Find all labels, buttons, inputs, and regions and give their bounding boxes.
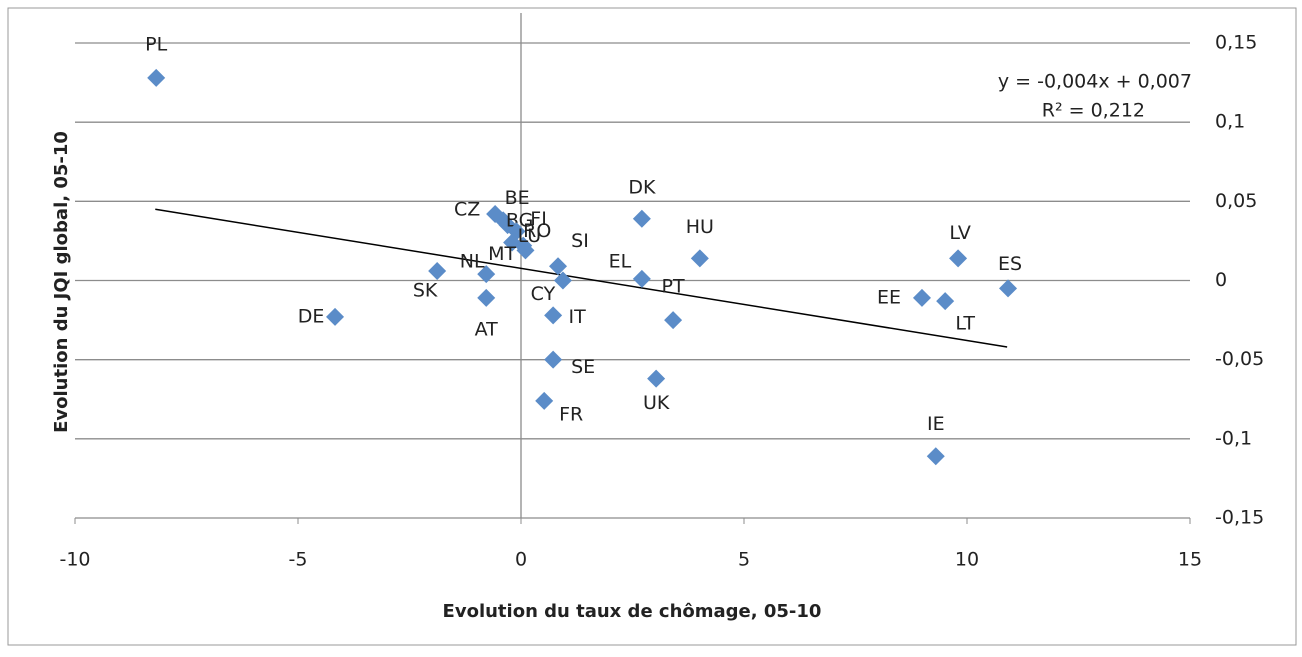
point-label: FI	[530, 208, 547, 230]
point	[477, 265, 496, 284]
point-label: NL	[460, 251, 485, 273]
point-label: SE	[571, 356, 595, 378]
point-label: EE	[877, 286, 901, 308]
point-label: SK	[413, 280, 438, 302]
point	[516, 241, 535, 260]
point-label: CZ	[454, 199, 480, 221]
x-tick-label: 5	[738, 549, 750, 571]
trend-equation: y = -0,004x + 0,007	[998, 71, 1192, 93]
point	[477, 288, 496, 307]
point	[632, 209, 651, 228]
point	[553, 271, 572, 290]
point	[544, 306, 563, 325]
point	[936, 292, 955, 311]
y-tick-label: -0,05	[1215, 348, 1264, 370]
point-label: UK	[643, 392, 670, 414]
point-label: ES	[998, 253, 1022, 275]
point-label: DK	[628, 176, 656, 198]
point-label: BG	[506, 210, 533, 232]
point-label: BE	[505, 187, 530, 209]
r-squared: R² = 0,212	[1042, 100, 1145, 122]
point-label: DE	[298, 305, 325, 327]
point	[147, 68, 166, 87]
point	[949, 249, 968, 268]
y-tick-label: 0,05	[1215, 190, 1257, 212]
point	[690, 249, 709, 268]
point	[503, 233, 522, 252]
point	[912, 288, 931, 307]
y-tick-label: -0,1	[1215, 427, 1252, 449]
point-label: FR	[559, 403, 583, 425]
point-label: LU	[518, 225, 542, 247]
point-label: AT	[475, 318, 499, 340]
point	[544, 350, 563, 369]
point	[647, 369, 666, 388]
point-label: PL	[145, 33, 167, 55]
point-label: PT	[662, 276, 685, 298]
point-label: IE	[927, 413, 945, 435]
trendline	[155, 208, 1008, 348]
point	[664, 311, 683, 330]
chart-frame	[7, 7, 1297, 646]
x-tick-label: -10	[59, 549, 90, 571]
point	[507, 222, 526, 241]
point-label: LT	[955, 313, 975, 335]
point	[326, 307, 345, 326]
point	[535, 391, 554, 410]
point	[999, 279, 1018, 298]
point-label: SI	[571, 230, 589, 252]
point-label: IT	[569, 306, 587, 328]
point-label: LV	[949, 222, 971, 244]
point-label: CY	[531, 283, 556, 305]
x-tick-label: 10	[955, 549, 979, 571]
x-tick-label: 15	[1178, 549, 1202, 571]
point-label: RO	[523, 220, 551, 242]
point-label: EL	[609, 250, 632, 272]
point	[428, 262, 447, 280]
y-tick-label: -0,15	[1215, 507, 1264, 529]
y-tick-label: 0	[1215, 269, 1227, 291]
y-tick-label: 0,1	[1215, 111, 1245, 133]
point	[926, 447, 945, 466]
y-tick-label: 0,15	[1215, 32, 1257, 54]
x-axis-title: Evolution du taux de chômage, 05-10	[443, 601, 822, 622]
x-tick-label: 0	[515, 549, 527, 571]
point-label: MT	[488, 243, 516, 265]
y-axis-title: Evolution du JQI global, 05-10	[51, 131, 72, 433]
point	[632, 269, 651, 288]
point-label: HU	[686, 216, 714, 238]
point	[549, 257, 568, 276]
x-tick-label: -5	[289, 549, 308, 571]
